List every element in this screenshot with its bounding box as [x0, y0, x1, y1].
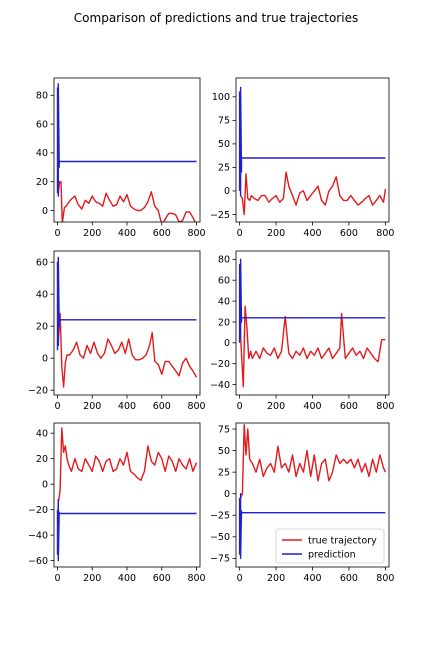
x-tick-label: 200 [267, 573, 285, 584]
plot-frame [53, 422, 201, 568]
y-tick-label: 40 [36, 148, 48, 159]
y-tick-label: 25 [218, 163, 230, 174]
x-tick-label: 800 [376, 401, 394, 412]
x-tick-label: 600 [153, 401, 171, 412]
series-line-true-trajectory [57, 427, 198, 504]
x-tick-label: 600 [153, 228, 171, 239]
series-line-true-trajectory [240, 171, 387, 216]
y-tick-label: 50 [218, 139, 230, 150]
legend-label-prediction: prediction [308, 549, 356, 560]
y-tick-label: −40 [28, 530, 48, 541]
y-tick-label: 0 [42, 354, 48, 365]
y-tick-label: 0 [224, 338, 230, 349]
series-line-true-trajectory [57, 180, 196, 222]
y-tick-label: 0 [224, 186, 230, 197]
subplot-1: 0 200 400 600 800 0 20 40 60 80 [36, 77, 206, 239]
y-tick-label: 75 [218, 116, 230, 127]
x-tick-label: 0 [237, 573, 243, 584]
x-tick-label: 200 [83, 401, 101, 412]
x-tick-label: 0 [54, 401, 60, 412]
y-tick-label: 100 [212, 92, 230, 103]
y-tick-label: −20 [28, 386, 48, 397]
legend-label-true-trajectory: true trajectory [308, 535, 377, 546]
series-line-true-trajectory [239, 305, 386, 388]
y-tick-label: 80 [218, 255, 230, 266]
x-tick-label: 600 [340, 228, 358, 239]
x-tick-label: 400 [303, 401, 321, 412]
x-tick-label: 400 [118, 228, 136, 239]
y-tick-label: 20 [36, 322, 48, 333]
series-line-prediction [238, 258, 386, 343]
subplot-5: 0 200 400 600 800 −60 −40 −20 0 20 40 [28, 422, 206, 584]
y-tick-label: 20 [218, 317, 230, 328]
subplot-3: 0 200 400 600 800 −20 0 20 40 60 [28, 250, 206, 412]
y-tick-label: 0 [42, 206, 48, 217]
series-line-prediction [56, 83, 197, 197]
y-tick-label: 75 [218, 424, 230, 435]
y-tick-label: 40 [218, 296, 230, 307]
series-line-true-trajectory [57, 312, 198, 388]
figure-title: Comparison of predictions and true traje… [73, 11, 359, 25]
x-tick-label: 0 [237, 228, 243, 239]
y-tick-label: −20 [210, 359, 230, 370]
x-tick-label: 400 [303, 228, 321, 239]
x-tick-label: 200 [83, 573, 101, 584]
x-tick-label: 400 [118, 573, 136, 584]
x-tick-label: 400 [118, 401, 136, 412]
y-tick-label: 0 [224, 489, 230, 500]
legend: true trajectory prediction [275, 528, 385, 564]
series-line-prediction [238, 493, 386, 560]
y-tick-label: 25 [218, 467, 230, 478]
y-tick-label: 60 [36, 258, 48, 269]
x-tick-label: 800 [187, 573, 205, 584]
y-tick-label: 40 [36, 428, 48, 439]
y-tick-label: −25 [210, 511, 230, 522]
subplot-6: 0 200 400 600 800 −75 −50 −25 0 25 50 75 [210, 422, 394, 584]
x-tick-label: 800 [376, 573, 394, 584]
y-tick-label: −75 [210, 554, 230, 565]
y-tick-label: −60 [28, 556, 48, 567]
y-tick-label: 0 [42, 479, 48, 490]
legend-box [275, 528, 385, 564]
y-tick-label: −25 [210, 210, 230, 221]
y-tick-label: 80 [36, 91, 48, 102]
x-tick-label: 400 [303, 573, 321, 584]
y-tick-label: −50 [210, 532, 230, 543]
x-tick-label: 600 [340, 401, 358, 412]
x-tick-label: 200 [83, 228, 101, 239]
y-tick-label: 20 [36, 177, 48, 188]
series-line-prediction [238, 86, 386, 197]
y-tick-label: 40 [36, 290, 48, 301]
series-line-prediction [56, 256, 197, 351]
x-tick-label: 200 [267, 401, 285, 412]
y-tick-label: 20 [36, 454, 48, 465]
x-tick-label: 800 [187, 401, 205, 412]
x-tick-label: 0 [54, 573, 60, 584]
subplot-4: 0 200 400 600 800 −40 −20 0 20 40 60 80 [210, 250, 394, 412]
y-tick-label: 50 [218, 446, 230, 457]
series-line-true-trajectory [239, 424, 387, 499]
y-tick-label: 60 [36, 119, 48, 130]
plot-frame [235, 250, 390, 396]
y-tick-label: −40 [210, 380, 230, 391]
subplot-2: 0 200 400 600 800 −25 0 25 50 75 100 [210, 77, 394, 239]
x-tick-label: 0 [237, 401, 243, 412]
x-tick-label: 200 [267, 228, 285, 239]
x-tick-label: 0 [54, 228, 60, 239]
series-line-prediction [56, 498, 197, 562]
plot-frame [235, 77, 390, 223]
x-tick-label: 600 [340, 573, 358, 584]
y-tick-label: −20 [28, 505, 48, 516]
x-tick-label: 800 [187, 228, 205, 239]
x-tick-label: 600 [153, 573, 171, 584]
x-tick-label: 800 [376, 228, 394, 239]
y-tick-label: 60 [218, 276, 230, 287]
